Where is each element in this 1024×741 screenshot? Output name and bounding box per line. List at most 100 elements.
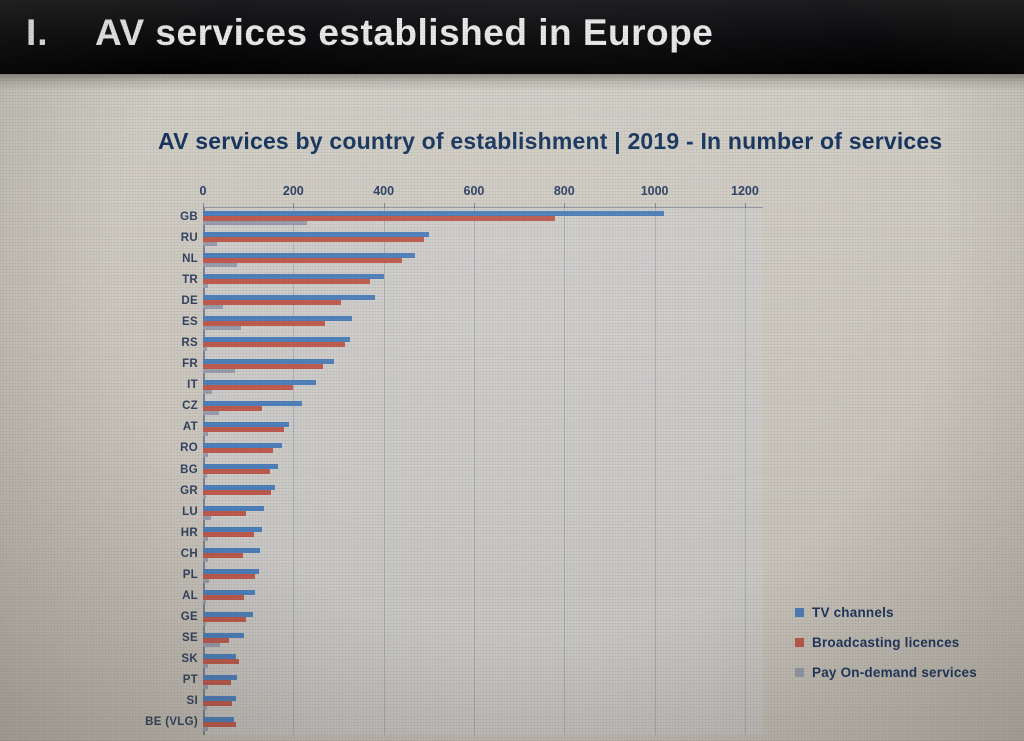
bar-broadcasting-licences [203, 721, 236, 727]
bar-tv-channels [203, 695, 236, 701]
bar-broadcasting-licences [203, 426, 285, 432]
country-row-bg [203, 461, 763, 482]
y-axis-labels: GB RU NL TR DE ES RS FR IT CZ AT RO BG GR LU HR CH PL AL GE… [108, 207, 198, 734]
country-row-ch [203, 545, 763, 566]
country-label: TR [182, 273, 198, 286]
bar-broadcasting-licences [203, 468, 270, 474]
bar-pay-on-demand-services [203, 305, 224, 310]
x-tick-label: 800 [553, 184, 575, 198]
bar-pay-on-demand-services [203, 368, 235, 373]
bar-pay-on-demand-services [203, 410, 219, 415]
bar-tv-channels [203, 674, 237, 680]
plot-area: 0 200 400 600 800 1000 1200 [200, 184, 763, 735]
x-tick-label: 1000 [640, 184, 669, 198]
bar-broadcasting-licences [203, 237, 425, 243]
bar-broadcasting-licences [203, 490, 271, 496]
legend-label-tv-channels: TV channels [812, 605, 894, 620]
chart-legend: TV channels Broadcasting licences Pay On… [795, 604, 977, 694]
country-label: HR [180, 526, 198, 539]
x-tick-label: 0 [199, 184, 207, 198]
gridline-x-1200 [744, 208, 746, 735]
bar-tv-channels [203, 211, 664, 216]
bar-pay-on-demand-services [203, 221, 307, 225]
bar-pay-on-demand-services [203, 516, 212, 521]
bar-tv-channels [203, 653, 236, 659]
bar-tv-channels [203, 358, 334, 364]
legend-swatch-pay-on-demand [795, 668, 804, 677]
section-numeral: I. [26, 12, 49, 53]
bar-broadcasting-licences [203, 700, 233, 706]
bar-pay-on-demand-services [203, 600, 206, 605]
bar-broadcasting-licences [203, 342, 346, 348]
bar-pay-on-demand-services [203, 642, 221, 647]
bar-tv-channels [203, 400, 303, 406]
bar-broadcasting-licences [203, 447, 273, 453]
bar-tv-channels [203, 295, 375, 301]
bar-tv-channels [203, 442, 283, 448]
country-row-cz [203, 398, 763, 419]
x-tick-label: 600 [463, 184, 485, 198]
legend-label-pay-on-demand: Pay On-demand services [812, 665, 977, 680]
bar-broadcasting-licences [203, 532, 254, 538]
country-label: SE [182, 632, 198, 645]
bar-pay-on-demand-services [203, 347, 207, 352]
bar-pay-on-demand-services [203, 537, 208, 542]
bar-tv-channels [203, 253, 416, 259]
bar-pay-on-demand-services [203, 284, 208, 289]
bar-broadcasting-licences [203, 384, 294, 390]
country-label: RS [181, 337, 198, 350]
bar-tv-channels [203, 274, 384, 280]
legend-item-pay-on-demand: Pay On-demand services [795, 664, 977, 681]
gridline-x-400 [383, 208, 385, 735]
bar-broadcasting-licences [203, 679, 231, 685]
bar-tv-channels [203, 632, 244, 638]
x-tick-mark [293, 203, 295, 208]
x-tick-mark [654, 203, 656, 208]
country-row-si [203, 693, 763, 714]
gridline-x-1000 [654, 208, 656, 735]
country-label: PL [182, 568, 198, 581]
country-label: ES [182, 315, 198, 328]
country-label: GR [180, 484, 198, 497]
country-label: RO [180, 442, 198, 455]
gridline-x-200 [293, 208, 295, 735]
country-label: RU [180, 231, 198, 244]
legend-swatch-broadcasting-licences [795, 638, 804, 647]
x-tick-mark [383, 203, 385, 208]
bar-pay-on-demand-services [203, 473, 207, 478]
bar-broadcasting-licences [203, 595, 244, 601]
gridline-x-800 [564, 208, 566, 735]
bar-broadcasting-licences [203, 321, 325, 327]
bar-tv-channels [203, 527, 262, 533]
bar-broadcasting-licences [203, 216, 556, 221]
country-label: NL [182, 252, 198, 265]
bar-broadcasting-licences [203, 637, 230, 643]
section-title: AV services established in Europe [95, 12, 714, 53]
slide-header-bar: I. AV services established in Europe [0, 0, 1024, 74]
country-label: GE [180, 611, 198, 624]
x-tick-label: 1200 [731, 184, 759, 198]
bar-broadcasting-licences [203, 258, 402, 264]
x-tick-label: 400 [373, 184, 395, 198]
country-label: LU [182, 505, 198, 518]
bar-broadcasting-licences [203, 658, 240, 664]
country-label: AL [182, 589, 198, 602]
country-row-rs [203, 334, 763, 355]
country-label: SK [181, 653, 198, 666]
bar-tv-channels [203, 232, 429, 238]
country-row-gb [203, 208, 763, 229]
bar-broadcasting-licences [203, 553, 243, 559]
bar-tv-channels [203, 611, 253, 617]
bar-tv-channels [203, 590, 256, 596]
country-row-sk [203, 651, 763, 672]
country-row-tr [203, 271, 763, 292]
bar-tv-channels [203, 485, 276, 491]
bar-pay-on-demand-services [203, 579, 210, 584]
x-tick-mark [744, 203, 746, 208]
bar-tv-channels [203, 463, 278, 469]
bar-tv-channels [203, 716, 234, 722]
country-row-pt [203, 672, 763, 693]
bar-broadcasting-licences [203, 616, 246, 622]
country-row-ge [203, 609, 763, 630]
country-label: IT [187, 379, 198, 392]
